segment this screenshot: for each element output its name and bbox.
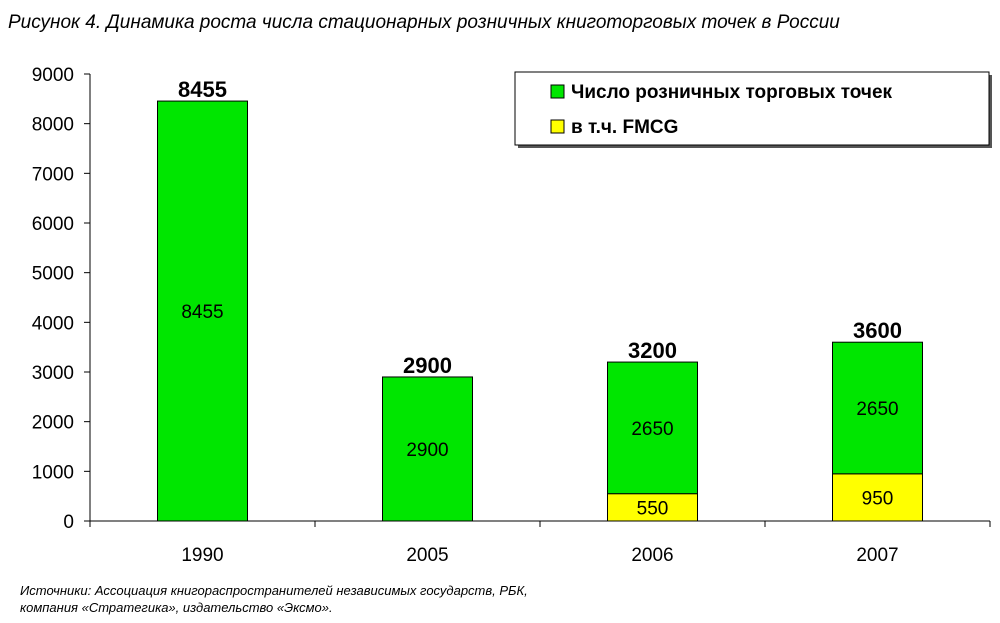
legend-swatch [550,119,565,134]
bar-total-label: 3600 [853,318,902,343]
y-tick-label: 1000 [32,462,74,483]
y-tick-label: 6000 [32,214,74,235]
chart-axes: 0 1000 2000 3000 4000 5000 6000 7000 8000 9000 199… [32,65,991,566]
bar-total-label: 8455 [178,77,227,102]
x-tick-label: 1990 [181,545,223,566]
chart-bars: 8455 8455 2900 2900 550 2650 3200 950 2650 3600 [157,77,923,522]
legend-label: Число розничных торговых точек [571,82,893,103]
bar-segment [607,493,698,522]
y-tick-label: 5000 [32,264,74,285]
source-line: компания «Стратегика», издательство «Экс… [20,600,333,615]
chart-legend: Число розничных торговых точек в т.ч. FMC… [514,71,992,148]
bar-segment [832,341,923,475]
x-tick-label: 2005 [406,545,448,566]
y-tick-label: 8000 [32,115,74,136]
bar-segment [607,361,698,495]
y-tick-label: 0 [63,512,74,533]
y-tick-label: 7000 [32,164,74,185]
bar-segment [157,100,248,522]
y-tick-label: 4000 [32,313,74,334]
bar-value-label: 2900 [406,440,448,461]
source-note: Источники: Ассоциация книгораспространит… [20,582,528,616]
chart-title: Рисунок 4. Динамика роста числа стациона… [8,12,840,33]
bar-value-label: 2650 [631,419,673,440]
y-tick-label: 2000 [32,413,74,434]
legend-label: в т.ч. FMCG [571,117,678,138]
bar-value-label: 2650 [856,399,898,420]
bar-value-label: 550 [637,498,669,519]
bar-segment [382,376,473,522]
x-tick-label: 2007 [856,545,898,566]
bar-segment [832,473,923,522]
y-tick-label: 9000 [32,65,74,86]
legend-box [514,71,990,146]
bar-value-label: 8455 [181,302,223,323]
bar-total-label: 3200 [628,338,677,363]
legend-swatch [550,84,565,99]
bar-value-label: 950 [862,488,894,509]
source-line: Источники: Ассоциация книгораспространит… [20,583,528,598]
bar-total-label: 2900 [403,353,452,378]
y-tick-label: 3000 [32,363,74,384]
x-tick-label: 2006 [631,545,673,566]
